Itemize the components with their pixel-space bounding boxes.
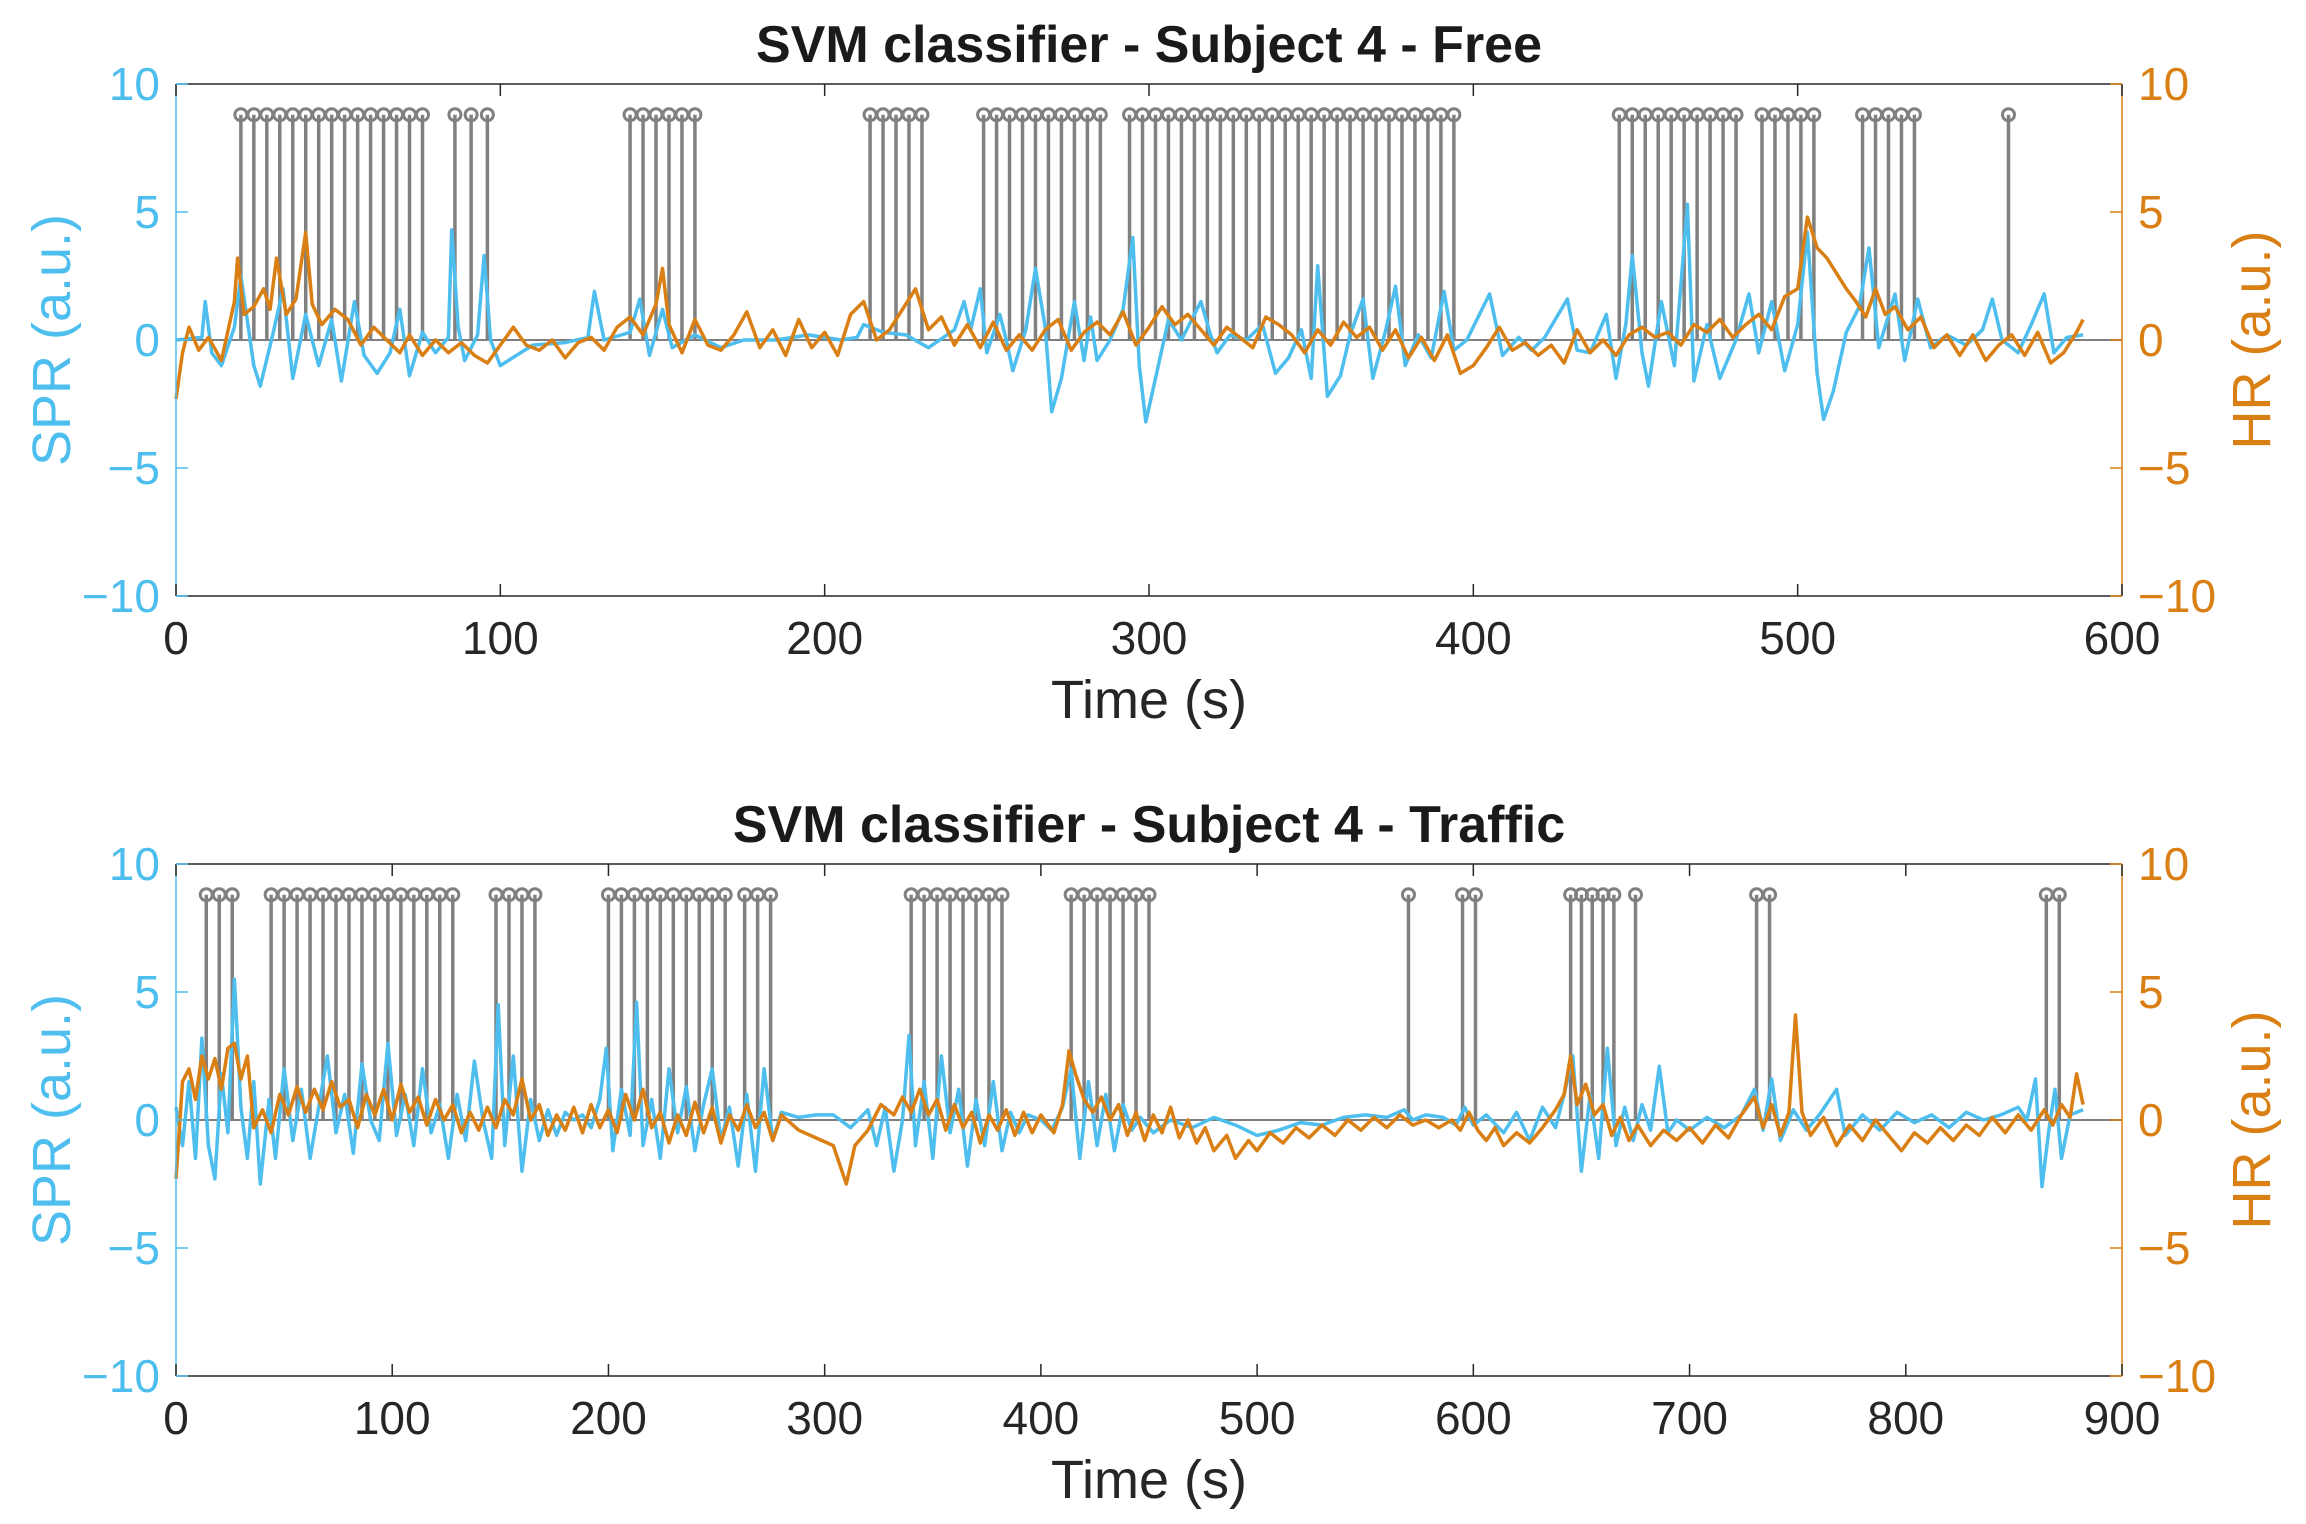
y-left-tick-label: −10 — [82, 1350, 160, 1402]
y-right-tick-label: 5 — [2138, 186, 2164, 238]
y-right-tick-label: 10 — [2138, 58, 2189, 110]
y-right-tick-label: 0 — [2138, 1094, 2164, 1146]
x-axis-label: Time (s) — [1051, 670, 1247, 730]
detection-marker — [1446, 107, 1462, 123]
detection-marker — [1141, 887, 1157, 903]
y-left-tick-label: 0 — [134, 1094, 160, 1146]
chart-panel-free: 0 100 200 300 400 500 6001050−10−51050−5−10SVM… — [22, 16, 2282, 730]
x-tick-label: 0 — [163, 612, 189, 664]
x-tick-label: 800 — [1867, 1392, 1944, 1444]
x-tick-label: 700 — [1651, 1392, 1728, 1444]
y-left-tick-label: −5 — [108, 1222, 160, 1274]
y-left-tick-label: −10 — [82, 570, 160, 622]
y-left-tick-label: 5 — [134, 186, 160, 238]
detection-marker — [414, 107, 430, 123]
x-tick-label: 600 — [1435, 1392, 1512, 1444]
detection-marker — [2051, 887, 2067, 903]
detection-stems — [233, 107, 2016, 340]
detection-marker — [224, 887, 240, 903]
y-right-tick-label: −10 — [2138, 1350, 2216, 1402]
y-left-tick-label: 5 — [134, 966, 160, 1018]
y-left-tick-label: 10 — [109, 838, 160, 890]
detection-marker — [994, 887, 1010, 903]
x-tick-label: 200 — [570, 1392, 647, 1444]
detection-marker — [1400, 887, 1416, 903]
y-axis-left-label: SPR (a.u.) — [22, 214, 82, 466]
detection-marker — [1762, 887, 1778, 903]
x-tick-label: 400 — [1435, 612, 1512, 664]
detection-marker — [1606, 887, 1622, 903]
detection-marker — [717, 887, 733, 903]
y-left-tick-label: 10 — [109, 58, 160, 110]
y-right-tick-label: −5 — [2138, 442, 2190, 494]
series-line-spr — [174, 977, 2084, 1189]
y-right-tick-label: 0 — [2138, 314, 2164, 366]
chart-panel-traffic: 0 100 200 300 400 500 600 700 800 900 10 5 0 −5 −10 10 5… — [22, 796, 2282, 1510]
chart-title: SVM classifier - Subject 4 - Free — [756, 16, 1542, 74]
detection-marker — [527, 887, 543, 903]
x-tick-label: 0 — [163, 1392, 189, 1444]
chart-title: SVM classifier - Subject 4 - Traffic — [733, 796, 1565, 854]
y-right-tick-label: 10 — [2138, 838, 2189, 890]
series-line-hr — [174, 1013, 2085, 1186]
detection-marker — [1467, 887, 1483, 903]
series-line-spr — [175, 202, 2084, 424]
y-right-tick-label: 5 — [2138, 966, 2164, 1018]
x-tick-label: 200 — [786, 612, 863, 664]
x-tick-label: 100 — [462, 612, 539, 664]
x-tick-label: 300 — [786, 1392, 863, 1444]
x-tick-label: 500 — [1219, 1392, 1296, 1444]
x-tick-label: 400 — [1003, 1392, 1080, 1444]
detection-marker — [479, 107, 495, 123]
detection-marker — [1906, 107, 1922, 123]
detection-marker — [914, 107, 930, 123]
detection-marker — [1728, 107, 1744, 123]
y-left-tick-label: 0 — [134, 314, 160, 366]
y-left-tick-label: −5 — [108, 442, 160, 494]
detection-marker — [1092, 107, 1108, 123]
detection-marker — [1628, 887, 1643, 903]
x-tick-label: 900 — [2084, 1392, 2161, 1444]
y-axis-right-label: HR (a.u.) — [2222, 1010, 2282, 1229]
x-tick-label: 600 — [2084, 612, 2161, 664]
y-axis-right-label: HR (a.u.) — [2222, 230, 2282, 449]
x-tick-label: 300 — [1111, 612, 1188, 664]
detection-marker — [763, 887, 779, 903]
y-axis-left-label: SPR (a.u.) — [22, 994, 82, 1246]
x-tick-label: 500 — [1759, 612, 1836, 664]
detection-marker — [445, 887, 461, 903]
x-axis-label: Time (s) — [1051, 1450, 1247, 1510]
detection-marker — [687, 107, 703, 123]
detection-marker — [447, 107, 463, 123]
detection-marker — [463, 107, 479, 123]
detection-marker — [2000, 107, 2016, 123]
y-right-tick-label: −10 — [2138, 570, 2216, 622]
detection-stems — [198, 887, 2067, 1120]
x-tick-label: 100 — [354, 1392, 431, 1444]
series-line-hr — [174, 215, 2085, 400]
y-right-tick-label: −5 — [2138, 1222, 2190, 1274]
detection-marker — [1806, 107, 1822, 123]
